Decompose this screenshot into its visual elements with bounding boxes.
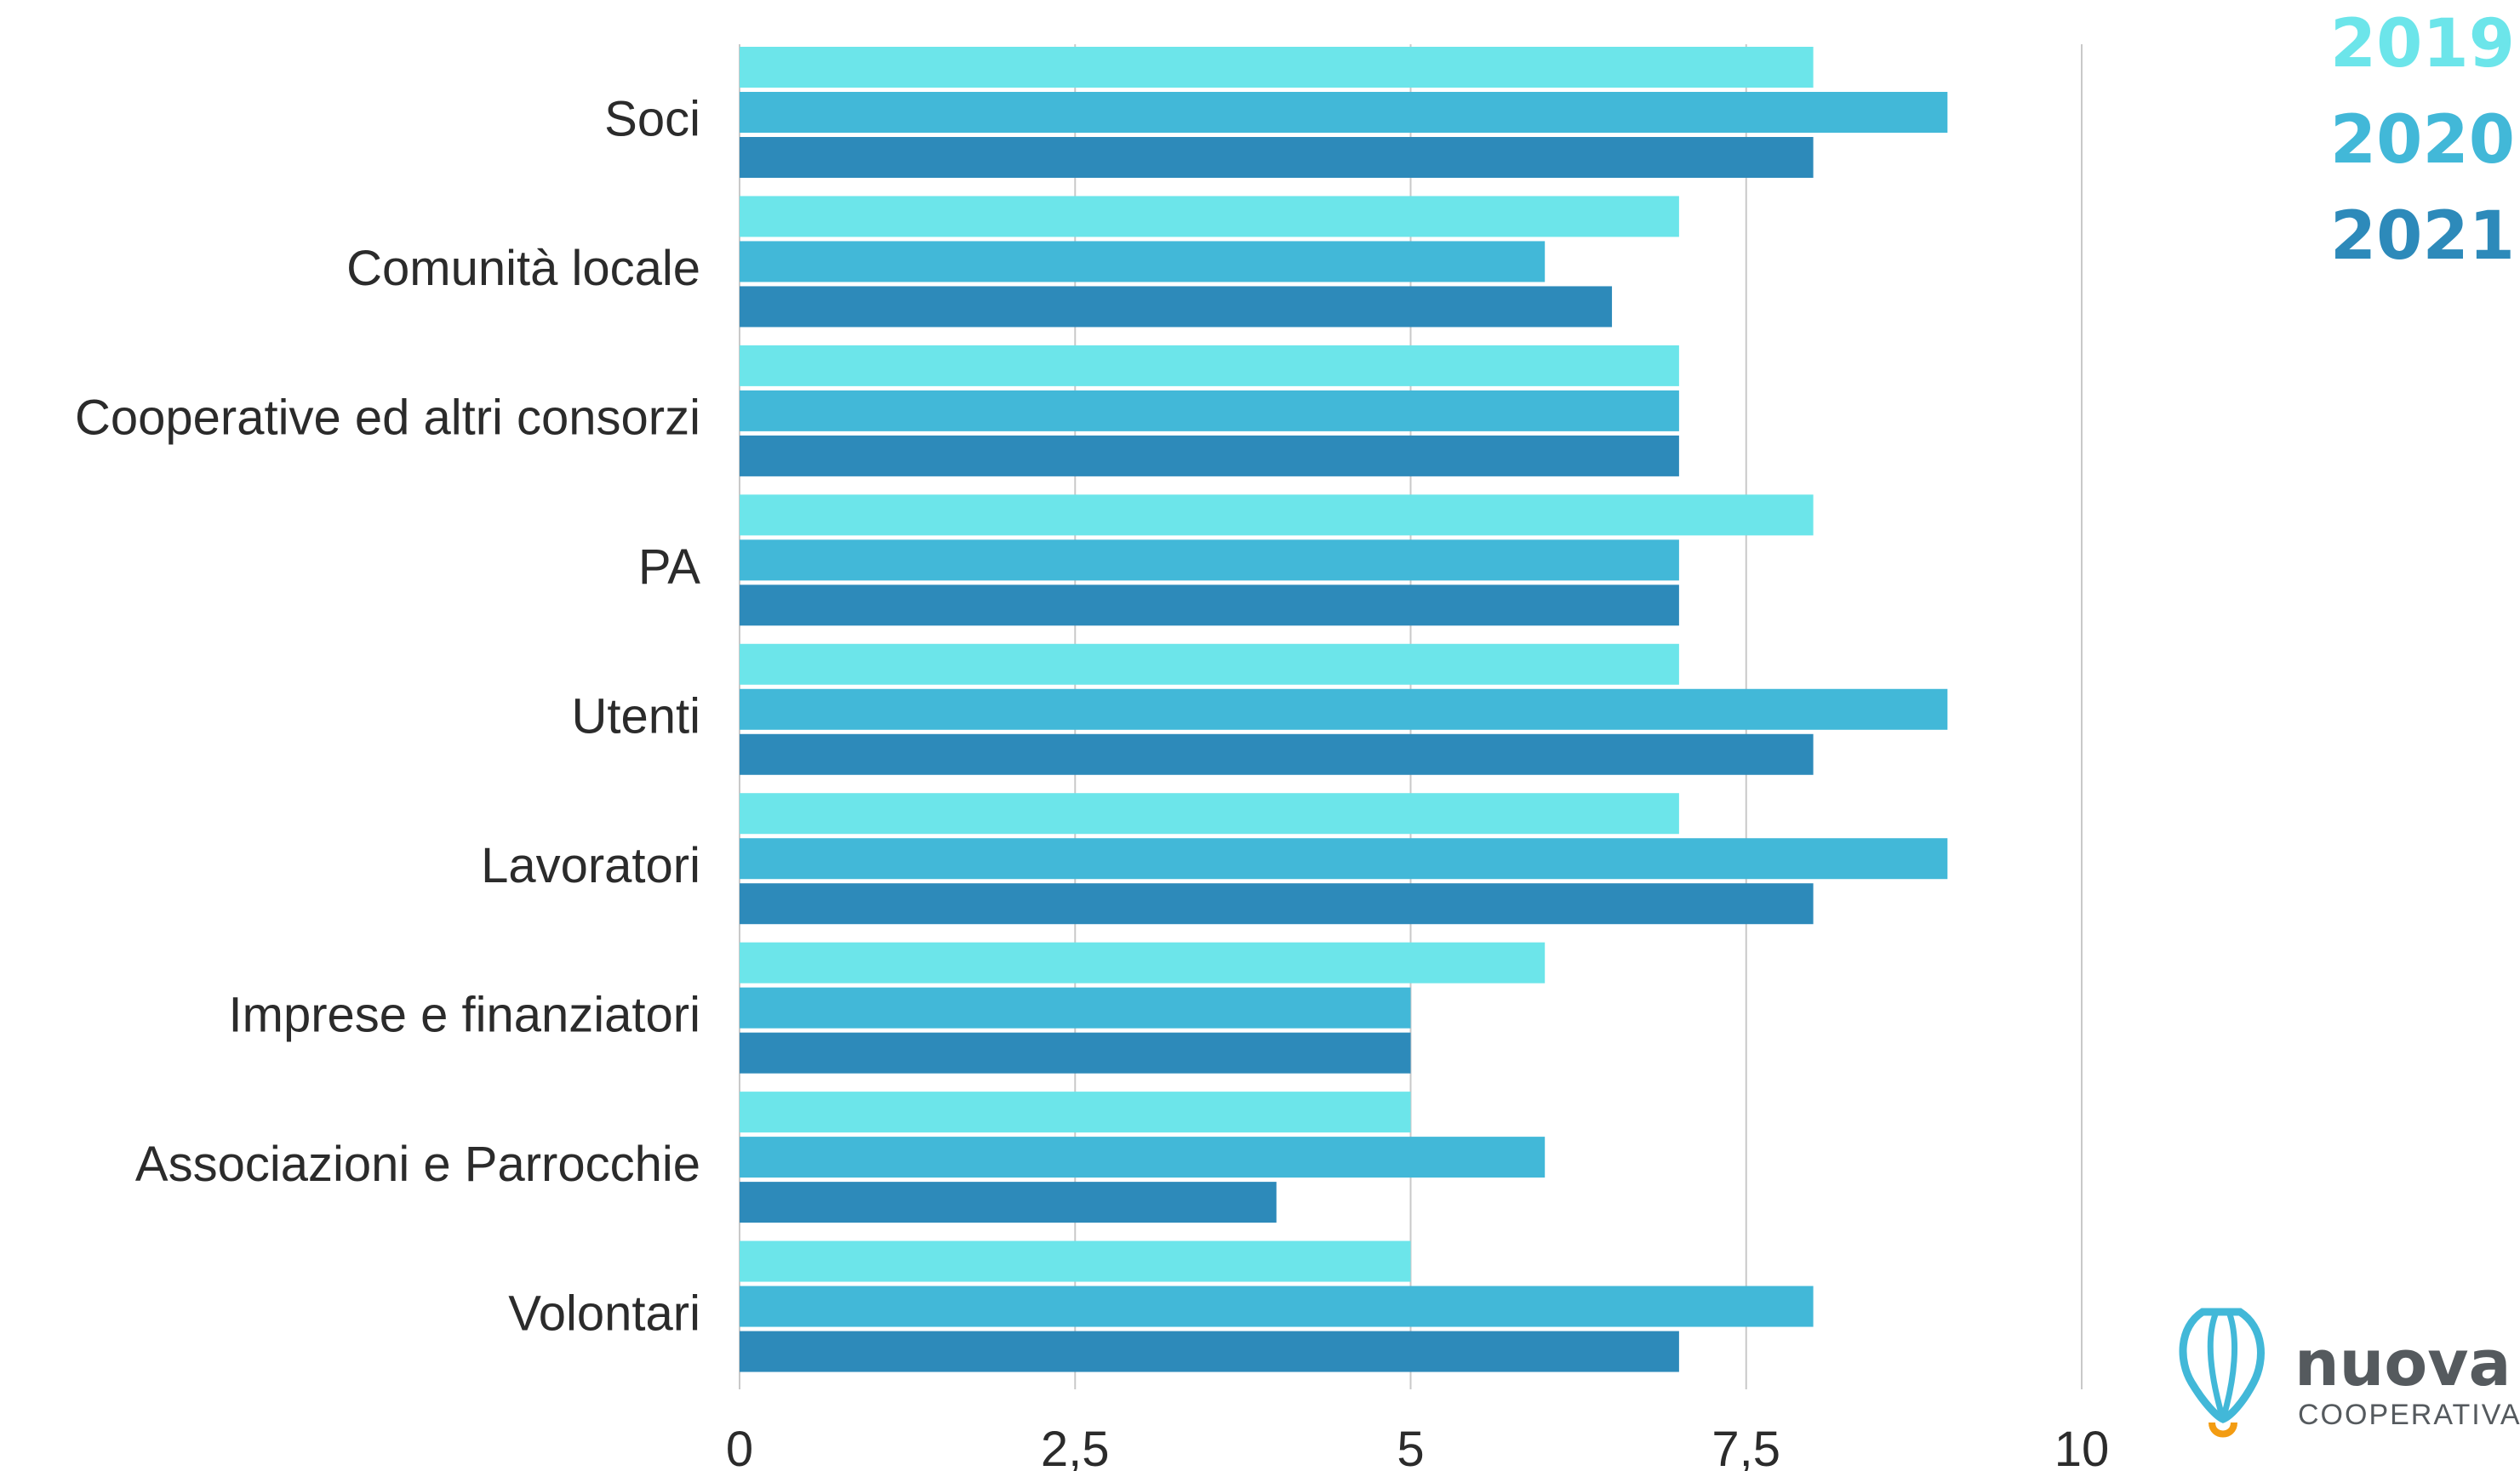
bar-2021 (740, 435, 1679, 476)
logo-subtitle: COOPERATIVA (2298, 1399, 2520, 1431)
category-label: Cooperative ed altri consorzi (75, 391, 700, 446)
bar-2019 (740, 793, 1679, 835)
bar-2020 (740, 1137, 1546, 1178)
bar-2021 (740, 286, 1613, 328)
category-label: Lavoratori (481, 838, 700, 893)
category-label: Associazioni e Parrocchie (135, 1137, 700, 1192)
x-tick-label: 0 (726, 1422, 753, 1471)
bar-2019 (740, 345, 1679, 386)
bar-2020 (740, 241, 1546, 282)
x-tick-label: 7,5 (1711, 1422, 1780, 1471)
bar-2021 (740, 883, 1814, 925)
category-label: Soci (604, 92, 700, 147)
bar-2020 (740, 390, 1679, 431)
bar-2019 (740, 1092, 1411, 1133)
logo-name: nuova (2294, 1327, 2511, 1400)
x-tick-label: 2,5 (1041, 1422, 1110, 1471)
bar-2019 (740, 643, 1679, 685)
legend-entry-2021: 2021 (2330, 198, 2515, 275)
category-label: Imprese e finanziatori (229, 987, 700, 1042)
legend: 2019 2020 2021 (2330, 6, 2515, 275)
bar-2019 (740, 1240, 1411, 1282)
bars (740, 47, 1948, 1372)
x-tick-label: 5 (1397, 1422, 1424, 1471)
bar-2020 (740, 688, 1948, 730)
category-labels: Soci Comunità locale Cooperative ed altri … (75, 92, 700, 1342)
balloon-icon (2179, 1308, 2265, 1438)
x-tick-label: 10 (2054, 1422, 2110, 1471)
bar-2020 (740, 1286, 1814, 1327)
bar-2021 (740, 1331, 1679, 1372)
bar-2020 (740, 987, 1411, 1029)
category-label: Volontari (508, 1286, 700, 1341)
x-tick-labels: 0 2,5 5 7,5 10 (726, 1422, 2109, 1471)
bar-2019 (740, 942, 1546, 984)
bar-2019 (740, 494, 1814, 536)
bar-2019 (740, 196, 1679, 237)
bar-2021 (740, 1032, 1411, 1074)
bar-2019 (740, 47, 1814, 88)
category-label: Comunità locale (346, 241, 700, 296)
legend-entry-2019: 2019 (2330, 6, 2515, 83)
legend-entry-2020: 2020 (2330, 102, 2515, 179)
bar-2021 (740, 137, 1814, 178)
bar-2020 (740, 838, 1948, 880)
category-label: PA (638, 539, 700, 595)
bar-2021 (740, 733, 1814, 775)
bar-2020 (740, 92, 1948, 133)
category-label: Utenti (571, 689, 700, 744)
logo: nuova COOPERATIVA (2179, 1308, 2520, 1438)
bar-2021 (740, 1182, 1277, 1223)
bar-2021 (740, 584, 1679, 626)
bar-2020 (740, 539, 1679, 581)
